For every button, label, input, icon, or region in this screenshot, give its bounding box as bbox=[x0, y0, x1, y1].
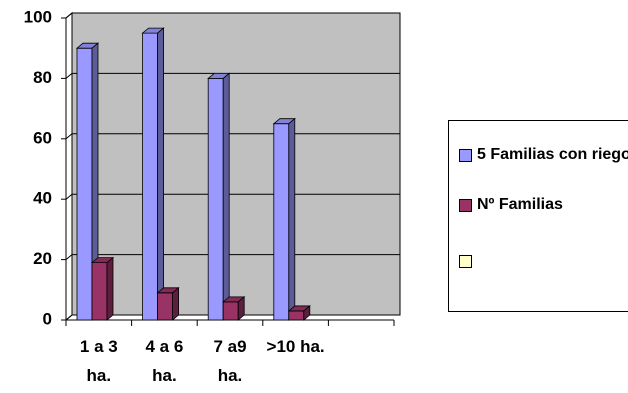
side-wall bbox=[65, 11, 73, 322]
bar-side bbox=[157, 27, 165, 321]
bar bbox=[76, 47, 93, 321]
y-tick-label: 20 bbox=[33, 249, 52, 268]
y-tick-label: 0 bbox=[43, 309, 52, 328]
x-tick-label: 7 a9 ha. bbox=[213, 337, 247, 385]
legend: 5 Familias con riego Nº Familias bbox=[448, 120, 628, 312]
bar bbox=[288, 310, 305, 321]
back-wall bbox=[71, 12, 401, 316]
bar bbox=[207, 78, 224, 321]
bar bbox=[91, 262, 108, 321]
x-tick-label: >10 ha. bbox=[266, 337, 325, 356]
bar-side bbox=[303, 305, 311, 321]
y-tick-label: 60 bbox=[33, 128, 52, 147]
x-tick-label: 4 a 6 ha. bbox=[145, 337, 184, 385]
y-tick-label: 40 bbox=[33, 189, 52, 208]
x-tick-label: 1 a 3 ha. bbox=[79, 337, 118, 385]
grid-line-side bbox=[65, 193, 73, 200]
legend-swatch bbox=[459, 199, 472, 212]
bar-side bbox=[288, 117, 296, 321]
bar-side bbox=[237, 296, 245, 321]
legend-label: 5 Familias con riego bbox=[477, 146, 628, 163]
legend-empty-swatch bbox=[459, 249, 477, 268]
legend-swatch bbox=[459, 149, 472, 162]
y-tick-label: 80 bbox=[33, 68, 52, 87]
y-tick-label: 100 bbox=[24, 7, 52, 26]
grid-line-side bbox=[65, 133, 73, 140]
bar-side bbox=[222, 72, 230, 321]
grid-line-side bbox=[65, 314, 73, 321]
grid-line-side bbox=[65, 73, 73, 79]
grid-line-side bbox=[65, 12, 73, 19]
bar-side bbox=[106, 256, 114, 321]
bar bbox=[142, 32, 159, 321]
legend-label: Nº Familias bbox=[477, 196, 563, 213]
grid-line-side bbox=[65, 254, 73, 260]
bar bbox=[157, 292, 174, 321]
legend-entry: Nº Familias bbox=[459, 193, 628, 217]
bar bbox=[273, 123, 290, 321]
bar-side bbox=[172, 286, 180, 321]
bar bbox=[222, 301, 239, 321]
legend-entry: 5 Familias con riego bbox=[459, 143, 628, 167]
